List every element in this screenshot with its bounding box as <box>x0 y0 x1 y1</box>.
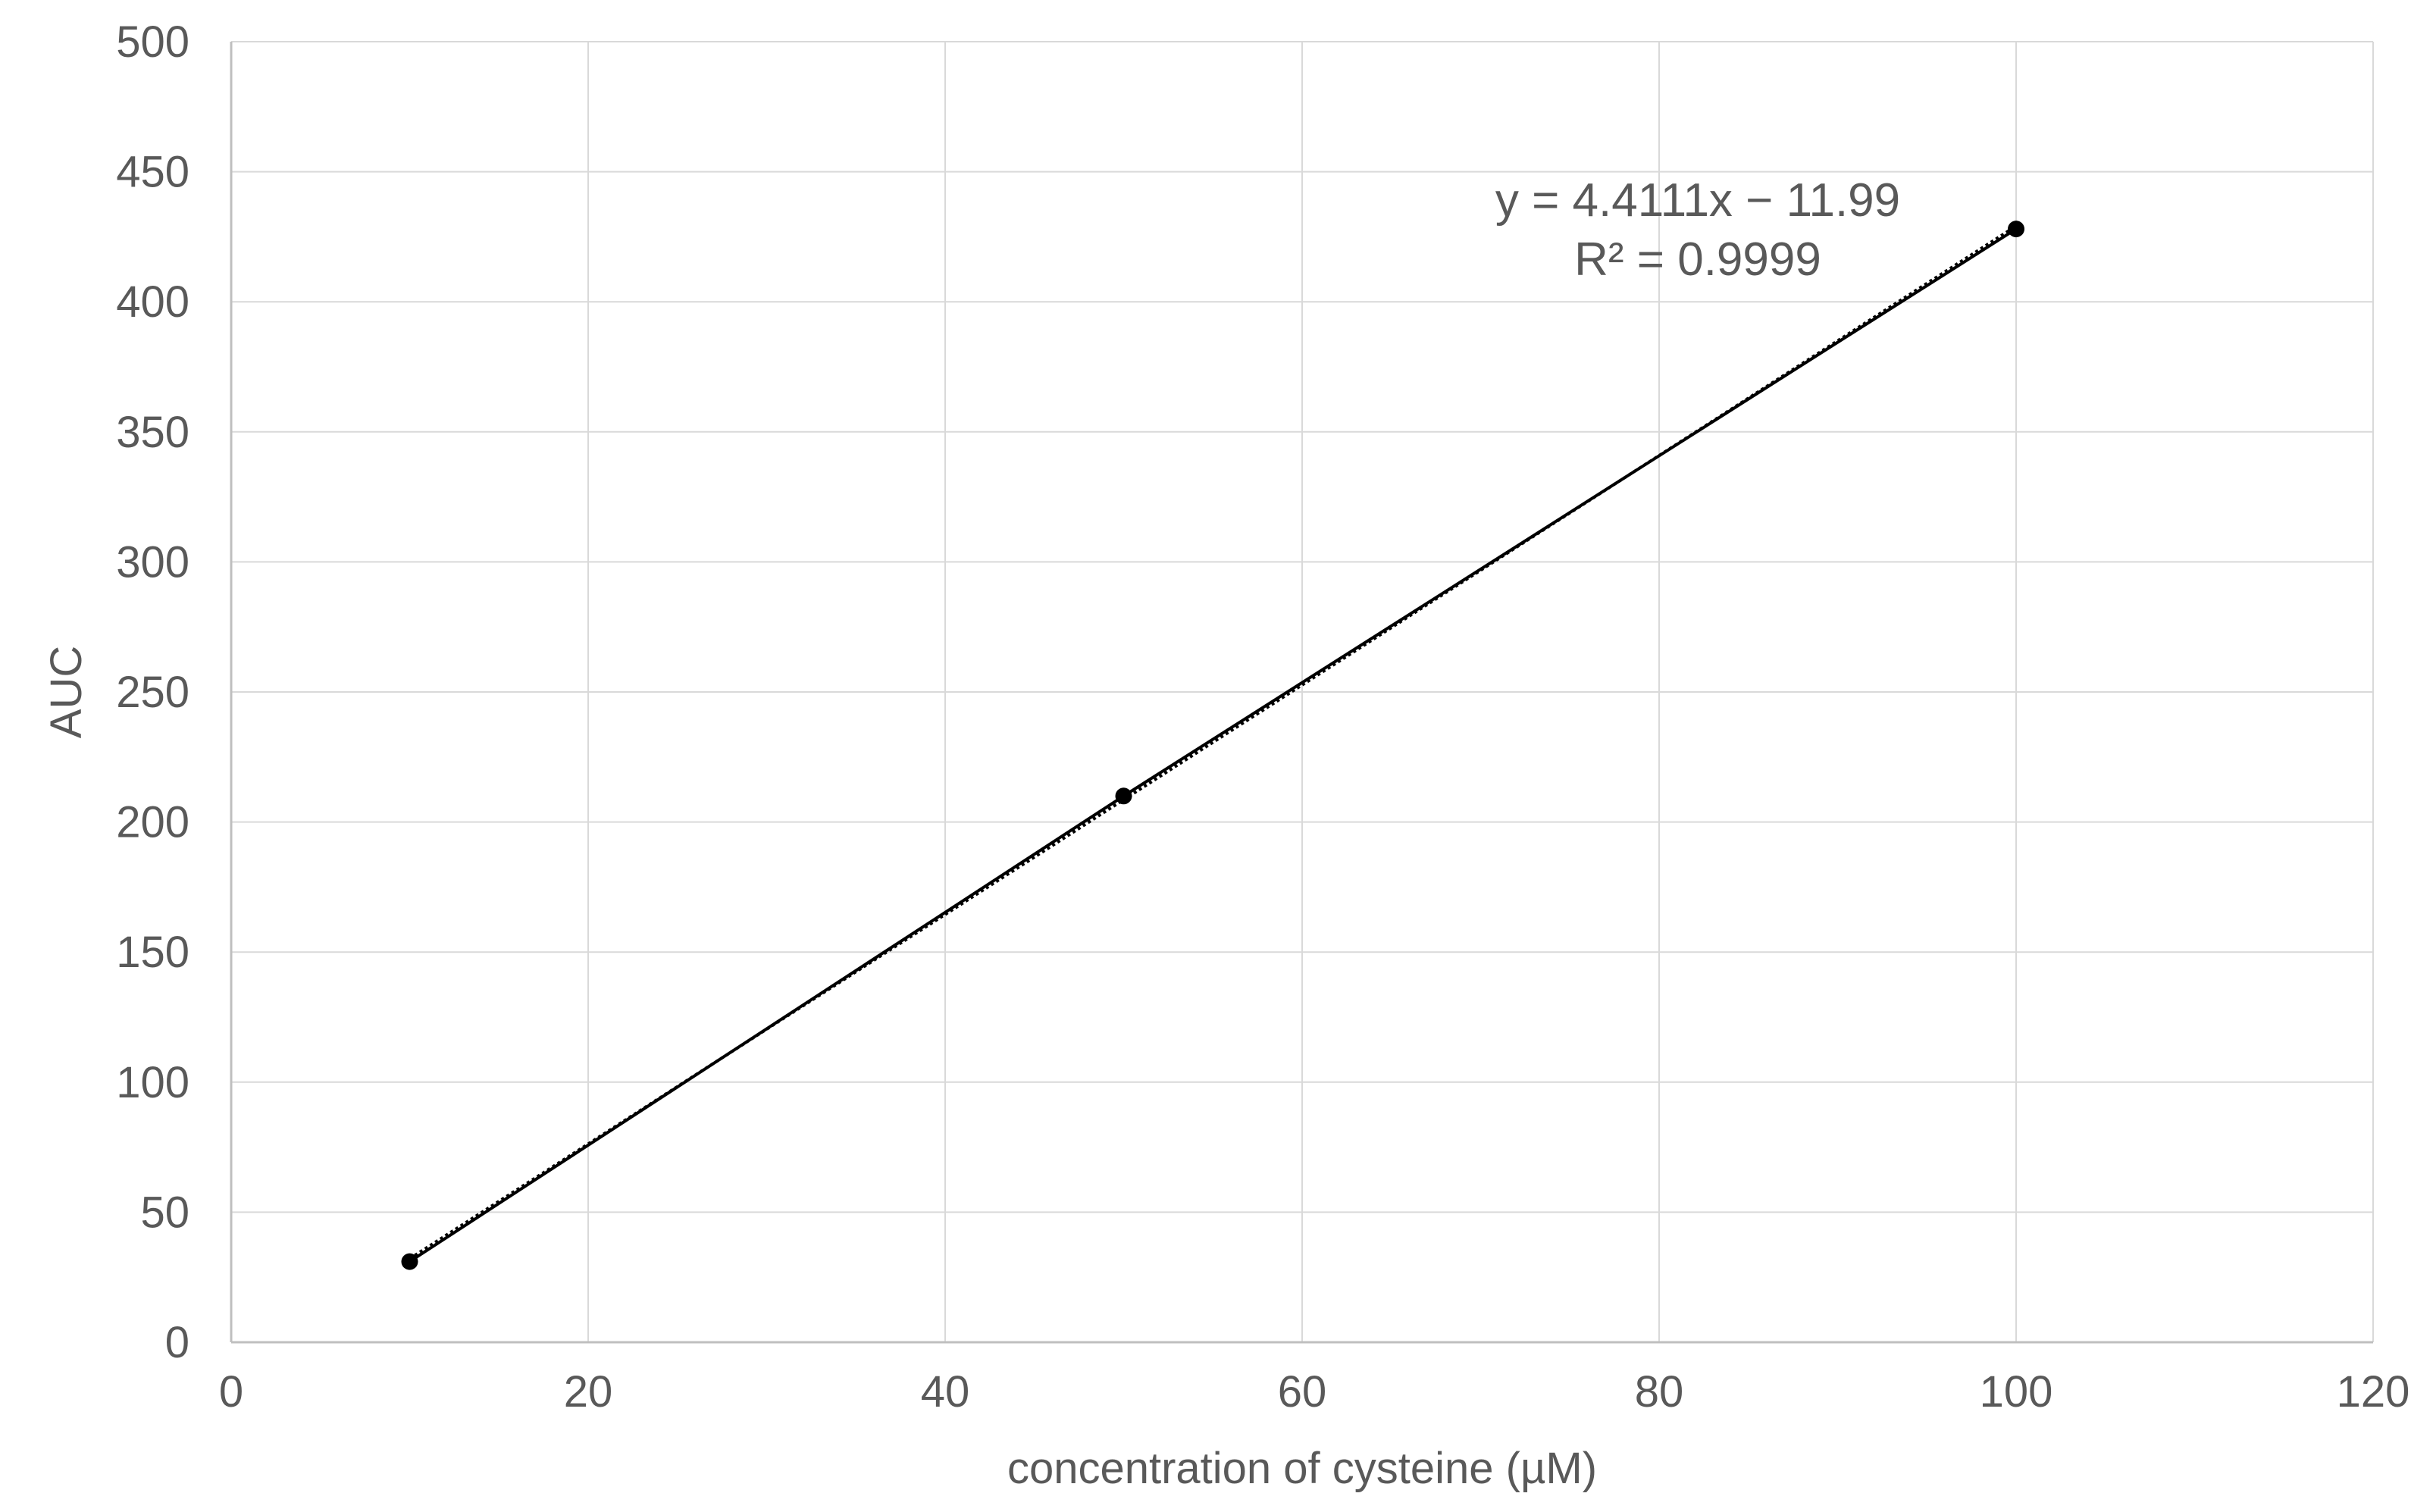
x-tick-label: 0 <box>219 1367 243 1417</box>
data-series <box>401 221 2024 1270</box>
y-tick-label: 250 <box>116 668 189 717</box>
y-axis-title: AUC <box>42 646 91 738</box>
x-tick-label: 100 <box>1980 1367 2053 1417</box>
series-line <box>409 227 2018 1263</box>
y-tick-label: 100 <box>116 1058 189 1107</box>
y-tick-label: 500 <box>116 17 189 67</box>
x-tick-label: 20 <box>564 1367 613 1417</box>
x-tick-label: 60 <box>1278 1367 1327 1417</box>
trendline-r-squared: R² = 0.9999 <box>1574 233 1821 286</box>
x-tick-label: 80 <box>1635 1367 1684 1417</box>
y-tick-label: 200 <box>116 798 189 847</box>
data-point <box>401 1253 418 1270</box>
y-tick-label: 400 <box>116 277 189 327</box>
trendline-equation: y = 4.4111x − 11.99 <box>1495 174 1900 227</box>
data-point <box>1115 787 1132 805</box>
y-tick-label: 350 <box>116 408 189 457</box>
y-tick-label: 300 <box>116 537 189 587</box>
y-tick-label: 50 <box>140 1188 189 1237</box>
x-axis-title: concentration of cysteine (µM) <box>1007 1444 1597 1493</box>
y-tick-label: 450 <box>116 148 189 197</box>
tick-labels: 0 50 100 150 200 250 300 350 400 450 500 0 20 40 60 80 1… <box>116 17 2409 1417</box>
data-point <box>2008 221 2024 238</box>
x-tick-label: 120 <box>2337 1367 2410 1417</box>
x-tick-label: 40 <box>921 1367 970 1417</box>
y-tick-label: 150 <box>116 928 189 977</box>
axes <box>230 42 2373 1344</box>
gridlines <box>231 41 2374 1342</box>
y-tick-label: 0 <box>165 1318 189 1367</box>
